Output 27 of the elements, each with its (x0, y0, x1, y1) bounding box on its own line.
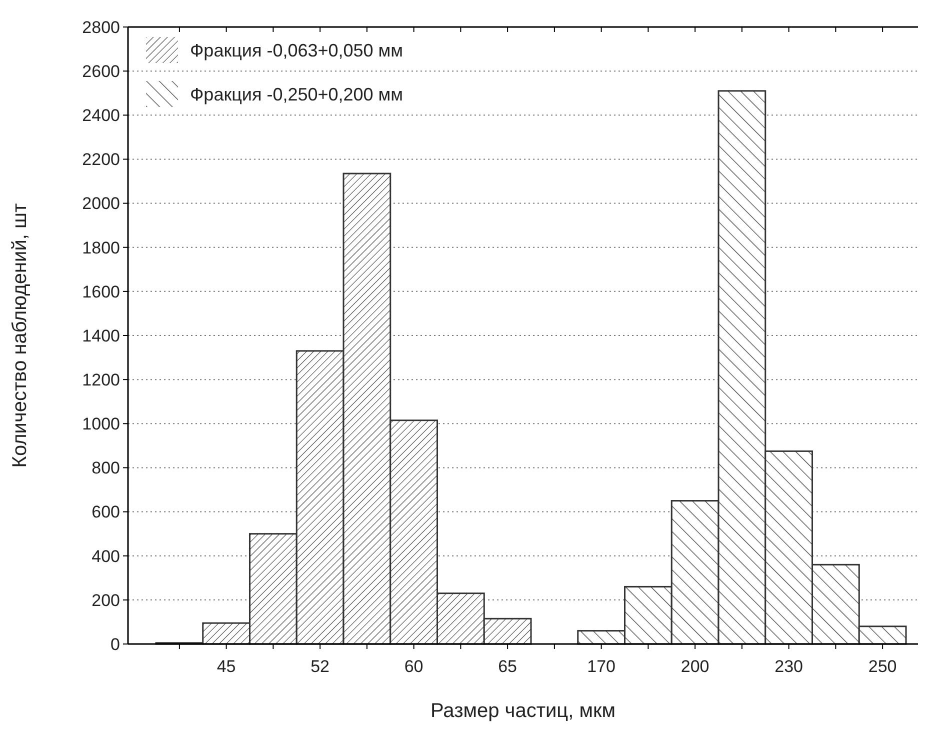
y-tick-label: 2200 (82, 150, 120, 170)
y-tick-label: 1000 (82, 414, 120, 434)
y-tick-label: 400 (92, 546, 120, 566)
y-tick-label: 800 (92, 458, 120, 478)
y-tick-label: 2000 (82, 194, 120, 214)
y-tick-label: 0 (110, 634, 120, 654)
y-tick-label: 1800 (82, 238, 120, 258)
x-tick-label: 250 (868, 657, 897, 676)
x-tick-label: 45 (216, 657, 236, 676)
y-tick-label: 1600 (82, 282, 120, 302)
x-tick-label: 65 (498, 657, 518, 676)
x-tick-label: 230 (774, 657, 803, 676)
y-tick-label: 2800 (82, 18, 120, 37)
y-tick-label: 200 (92, 590, 120, 610)
y-tick-label: 600 (92, 502, 120, 522)
y-tick-label: 1200 (82, 370, 120, 390)
x-axis-title: Размер частиц, мкм (430, 700, 616, 722)
legend-label: Фракция -0,250+0,200 мм (190, 84, 404, 104)
x-tick-label: 60 (404, 657, 424, 676)
y-axis-title: Количество наблюдений, шт (9, 203, 31, 468)
x-tick-label: 52 (310, 657, 330, 676)
y-tick-label: 2600 (82, 62, 120, 82)
legend-label: Фракция -0,063+0,050 мм (190, 40, 404, 60)
x-tick-label: 200 (680, 657, 710, 676)
y-tick-label: 2400 (82, 106, 120, 126)
x-tick-label: 170 (587, 657, 616, 676)
y-tick-label: 1400 (82, 326, 120, 346)
